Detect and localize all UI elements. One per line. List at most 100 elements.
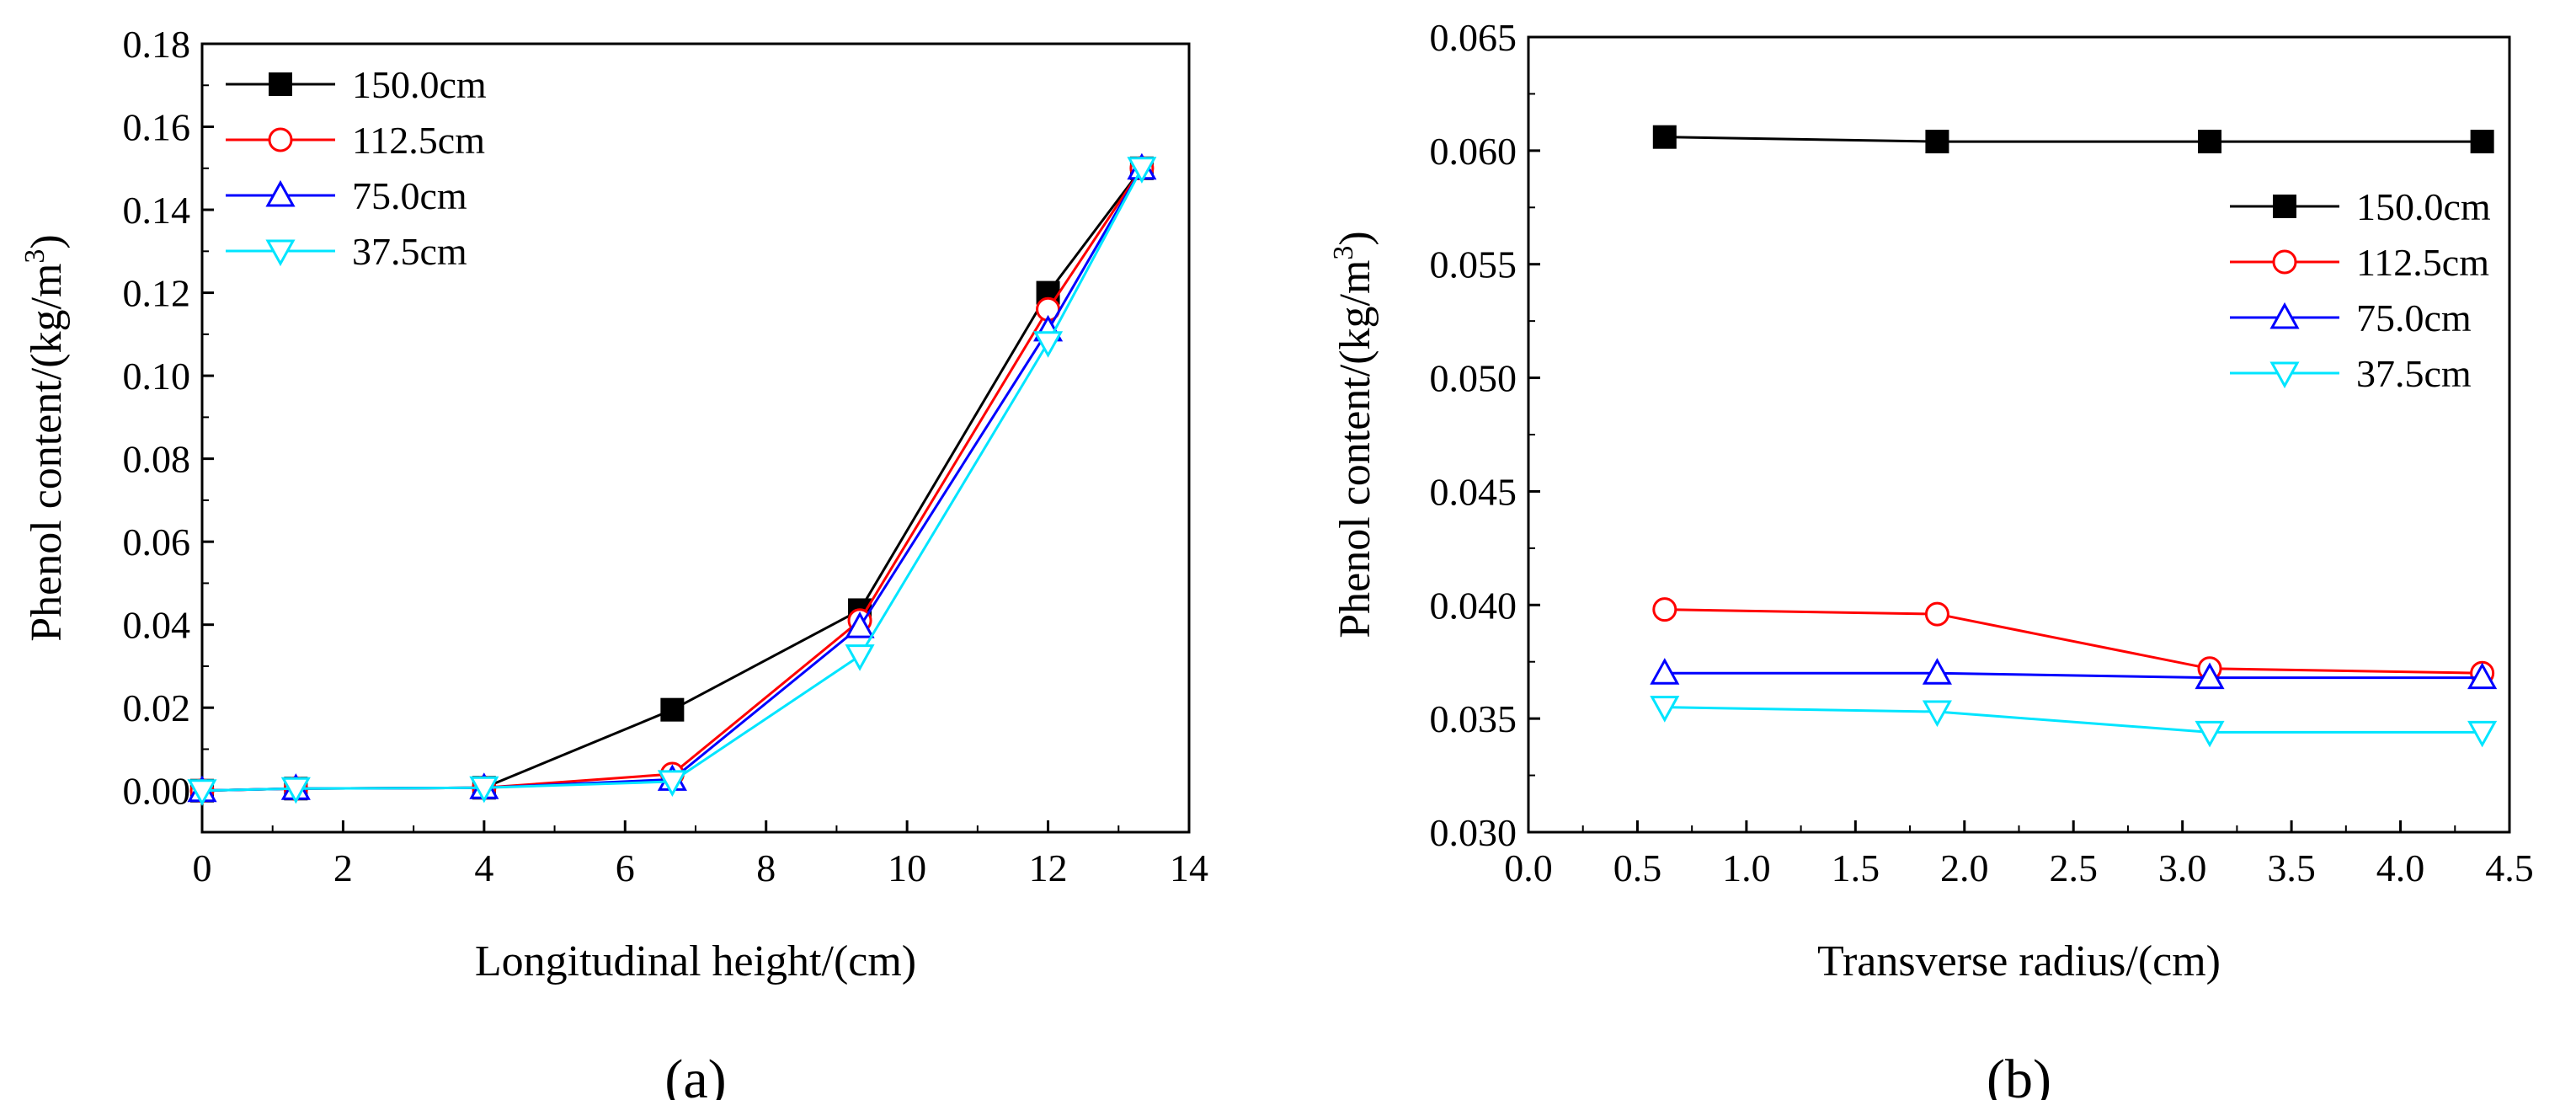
x-axis-label: Transverse radius/(cm) bbox=[1817, 937, 2221, 985]
x-tick-label: 4.0 bbox=[2376, 846, 2425, 889]
y-axis-label: Phenol content/(kg/m3) bbox=[1328, 231, 1379, 638]
y-tick-label: 0.16 bbox=[123, 106, 191, 149]
data-point bbox=[1652, 125, 1677, 149]
x-tick-label: 6 bbox=[616, 846, 635, 889]
data-point bbox=[845, 644, 875, 671]
y-tick-label: 0.10 bbox=[123, 355, 191, 398]
plot-frame bbox=[200, 42, 1191, 834]
chart-b: 0.030 0.035 0.040 0.045 0.050 0.055 0.060 0.065… bbox=[1328, 16, 2534, 1100]
series-line bbox=[1664, 136, 2483, 143]
y-axis-label-main: Phenol content/(kg/m bbox=[23, 264, 71, 642]
data-point bbox=[657, 770, 687, 797]
series-75.0cm bbox=[1650, 658, 2498, 690]
series-line bbox=[1664, 608, 2483, 675]
series-112.5cm bbox=[1652, 597, 2495, 686]
series-line bbox=[201, 168, 1144, 793]
y-tick-label: 0.18 bbox=[123, 23, 191, 66]
x-tick-label: 8 bbox=[756, 846, 776, 889]
y-tick-label: 0.045 bbox=[1430, 470, 1517, 513]
y-tick-label: 0.065 bbox=[1430, 16, 1517, 59]
plot-frame bbox=[1527, 35, 2511, 834]
x-tick-label: 4.5 bbox=[2485, 846, 2534, 889]
data-point bbox=[2470, 130, 2494, 154]
data-point bbox=[1650, 696, 1680, 723]
data-point bbox=[660, 697, 685, 722]
legend-marker bbox=[2269, 302, 2300, 329]
legend-marker bbox=[265, 179, 296, 207]
series-150.0cm bbox=[1652, 125, 2494, 154]
series-150.0cm bbox=[190, 156, 1154, 803]
data-point bbox=[280, 777, 311, 804]
series-line bbox=[201, 167, 1144, 793]
y-axis-label-sup: 3 bbox=[19, 249, 51, 264]
data-point bbox=[2198, 130, 2222, 154]
y-tick-label: 0.02 bbox=[123, 686, 191, 729]
legend-marker bbox=[268, 127, 293, 152]
chart-a: 0.00 0.02 0.04 0.06 0.08 0.10 0.12 0.14 0.16 0.18… bbox=[19, 23, 1208, 1100]
legend-label: 75.0cm bbox=[352, 174, 467, 217]
data-point bbox=[1925, 130, 1949, 154]
legend: 150.0cm 112.5cm 75.0cm 37.5cm bbox=[226, 63, 487, 273]
y-tick-label: 0.055 bbox=[1430, 243, 1517, 286]
y-axis-label-sup: 3 bbox=[1328, 246, 1359, 260]
y-axis-label-end: ) bbox=[1331, 231, 1379, 245]
x-tick-label: 3.0 bbox=[2158, 846, 2207, 889]
y-tick-label: 0.04 bbox=[123, 604, 191, 647]
y-tick-label: 0.035 bbox=[1430, 697, 1517, 740]
y-axis-label-end: ) bbox=[23, 234, 71, 248]
y-tick-label: 0.050 bbox=[1430, 357, 1517, 400]
y-tick-label: 0.00 bbox=[123, 770, 191, 813]
x-tick-label: 0.5 bbox=[1613, 846, 1662, 889]
x-tick-label: 10 bbox=[888, 846, 926, 889]
data-point bbox=[1652, 597, 1677, 622]
legend-label: 150.0cm bbox=[2356, 185, 2491, 228]
data-point bbox=[1922, 658, 1952, 685]
legend-marker bbox=[2273, 195, 2296, 218]
x-tick-label: 0.0 bbox=[1504, 846, 1553, 889]
data-point bbox=[845, 611, 875, 638]
legend-label: 37.5cm bbox=[352, 230, 467, 273]
x-tick-label: 0 bbox=[193, 846, 212, 889]
y-tick-label: 0.06 bbox=[123, 521, 191, 563]
legend-label: 37.5cm bbox=[2356, 352, 2472, 395]
y-axis-label-main: Phenol content/(kg/m bbox=[1331, 260, 1379, 638]
x-tick-label: 2 bbox=[333, 846, 353, 889]
y-tick-label: 0.08 bbox=[123, 438, 191, 481]
legend-marker bbox=[2272, 249, 2297, 275]
x-tick-label: 1.0 bbox=[1722, 846, 1771, 889]
legend-label: 150.0cm bbox=[352, 63, 487, 106]
legend-label: 75.0cm bbox=[2356, 296, 2472, 339]
series-37.5cm bbox=[1650, 696, 2498, 748]
legend-marker bbox=[269, 72, 292, 96]
series-line bbox=[201, 168, 1144, 793]
legend-label: 112.5cm bbox=[352, 119, 485, 162]
x-axis-label: Longitudinal height/(cm) bbox=[475, 937, 916, 985]
legend: 150.0cm 112.5cm 75.0cm 37.5cm bbox=[2230, 185, 2491, 395]
y-tick-label: 0.040 bbox=[1430, 584, 1517, 627]
x-tick-label: 2.0 bbox=[1940, 846, 1989, 889]
x-tick-label: 1.5 bbox=[1832, 846, 1880, 889]
y-tick-label: 0.060 bbox=[1430, 130, 1517, 173]
y-tick-label: 0.12 bbox=[123, 272, 191, 315]
x-tick-label: 4 bbox=[474, 846, 493, 889]
legend-marker bbox=[265, 239, 296, 267]
x-tick-label: 2.5 bbox=[2049, 846, 2098, 889]
y-tick-label: 0.030 bbox=[1430, 811, 1517, 854]
legend-label: 112.5cm bbox=[2356, 241, 2489, 284]
y-tick-label: 0.14 bbox=[123, 189, 191, 232]
series-line bbox=[1664, 671, 2483, 680]
y-axis-label: Phenol content/(kg/m3) bbox=[19, 234, 71, 642]
panel-caption: (b) bbox=[1987, 1049, 2051, 1100]
data-point bbox=[1924, 601, 1949, 627]
x-tick-label: 14 bbox=[1170, 846, 1208, 889]
x-tick-label: 12 bbox=[1029, 846, 1068, 889]
data-point bbox=[187, 779, 217, 806]
data-point bbox=[2467, 662, 2498, 690]
series-37.5cm bbox=[187, 157, 1157, 806]
legend-marker bbox=[2269, 361, 2300, 389]
data-point bbox=[1650, 658, 1680, 685]
series-line bbox=[201, 167, 1144, 793]
x-tick-label: 3.5 bbox=[2267, 846, 2316, 889]
data-point bbox=[469, 776, 499, 804]
